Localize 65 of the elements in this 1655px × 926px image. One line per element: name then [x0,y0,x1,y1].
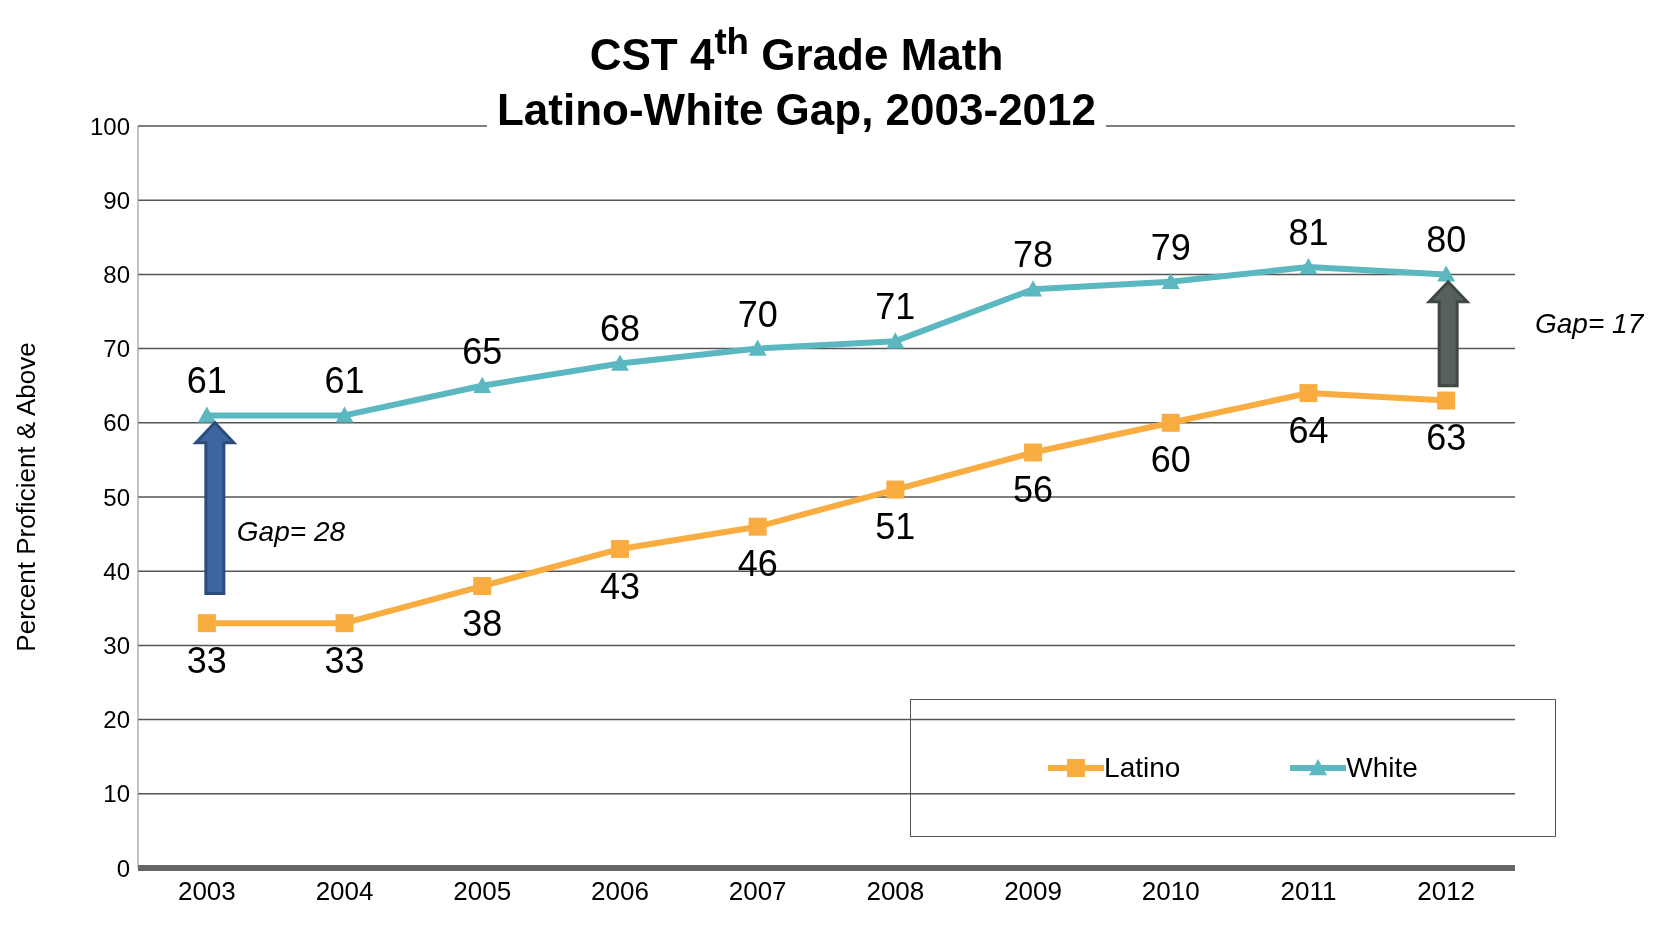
data-label: 33 [324,639,365,681]
point [1299,257,1318,275]
x-tick-label: 2012 [1417,876,1476,907]
point [748,517,767,536]
point [1024,280,1043,297]
point [886,480,905,499]
data-label: 43 [599,565,640,607]
point [197,614,216,633]
data-label: 61 [324,360,365,402]
x-tick-label: 2004 [315,876,374,907]
point [1437,391,1456,410]
y-tick-label: 90 [103,186,130,214]
data-label: 81 [1288,211,1329,253]
point [886,332,905,349]
text: Gap= 17 [1535,308,1644,341]
y-tick-label: 30 [103,631,130,659]
data-label: 68 [599,308,640,350]
y-tick-label: 10 [103,780,130,808]
data-label: 63 [1426,417,1467,459]
point [748,339,767,356]
y-tick-label: 100 [89,112,130,140]
data-label: 56 [1013,469,1054,511]
data-label: 78 [1013,234,1054,276]
data-label: 38 [462,602,503,644]
chart-subtitle: Latino-White Gap, 2003-2012 [486,85,1107,134]
data-label: 71 [875,286,916,328]
point [335,406,354,423]
x-tick-label: 2006 [591,876,649,907]
point [473,376,492,393]
point [473,577,492,596]
point [610,354,629,371]
x-tick-label: 2007 [728,876,787,907]
legend-label: White [1346,752,1418,784]
y-tick-label: 40 [103,557,130,585]
point [1299,384,1318,403]
data-label: 70 [737,293,778,335]
x-tick-label: 2010 [1141,876,1200,907]
annotation: Gap= 28 [236,516,346,549]
point [1161,272,1180,290]
legend-label: Latino [1104,752,1181,784]
point [1024,443,1043,462]
data-label: 60 [1150,439,1191,481]
point [335,614,354,633]
data-label: 61 [186,360,227,402]
x-tick-label: 2008 [866,876,925,907]
point [1437,265,1456,282]
point [1161,413,1180,432]
y-tick-label: 50 [103,483,130,511]
y-tick-label: 20 [103,706,130,734]
x-tick-label: 2011 [1280,876,1337,907]
y-tick-label: 70 [103,335,130,363]
data-label: 33 [186,639,227,681]
x-tick-label: 2003 [177,876,236,907]
x-tick-label: 2005 [453,876,512,907]
y-tick-label: 80 [103,260,130,288]
data-label: 51 [875,506,916,548]
y-tick-label: 60 [103,409,130,437]
point [610,539,629,558]
y-tick-label: 0 [116,854,130,882]
x-tick-label: 2009 [1004,876,1062,907]
point [197,406,216,423]
data-label: 79 [1150,226,1191,268]
chart-title: CST 4$^{th}$ Grade Math [589,21,1004,79]
data-label: 80 [1426,219,1467,261]
y-axis-title: Percent Proficient & Above [11,342,42,652]
